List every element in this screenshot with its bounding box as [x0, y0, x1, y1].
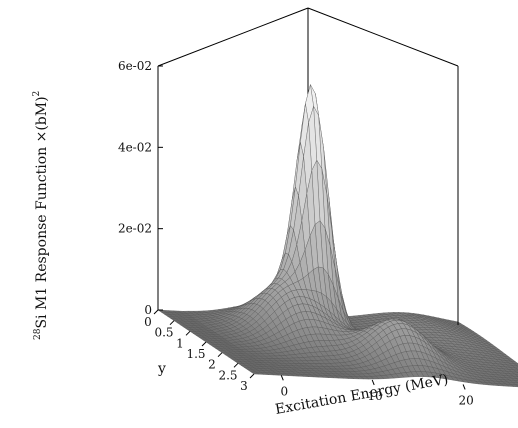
z-tick-label: 6e-02: [118, 59, 152, 73]
x-tick-mark: [462, 384, 466, 390]
z-axis-ticks: 0 2e-02 4e-02 6e-02: [118, 59, 163, 317]
y-tick-mark: [233, 362, 239, 368]
surface-mesh: [157, 84, 518, 388]
y-tick-label: 0: [144, 315, 152, 329]
z-tick-label: 2e-02: [118, 222, 152, 236]
y-tick-mark: [201, 341, 207, 347]
y-tick-mark: [153, 309, 159, 315]
x-axis-ticks: 0102030: [280, 375, 474, 407]
box-edge-back-top-right: [307, 7, 459, 67]
y-axis-ticks: 00.511.522.53: [144, 309, 255, 393]
y-tick-mark: [169, 320, 175, 326]
y-tick-mark: [217, 352, 223, 358]
y-tick-label: 2: [208, 358, 216, 372]
x-tick-mark: [371, 379, 375, 386]
y-tick-label: 0.5: [154, 326, 173, 340]
z-axis-title: 28Si M1 Response Function ×(bM)2: [32, 91, 50, 340]
x-tick-label: 0: [280, 384, 288, 398]
y-axis-title: y: [157, 361, 166, 377]
x-tick-mark: [280, 375, 284, 381]
y-tick-label: 1.5: [186, 347, 205, 361]
box-edge-back-top-left: [157, 7, 309, 67]
z-axis-title-mass: 28: [33, 328, 43, 340]
x-tick-label: 20: [458, 393, 473, 407]
x-tick-label: 10: [368, 389, 383, 403]
y-tick-mark: [185, 330, 191, 336]
z-axis-title-text: Si M1 Response Function ×(bM): [34, 96, 50, 328]
z-tick-label: 0: [144, 303, 152, 317]
y-tick-mark: [249, 373, 255, 379]
y-tick-label: 2.5: [218, 368, 237, 382]
z-axis-title-exponent: 2: [32, 91, 42, 97]
y-tick-label: 3: [240, 379, 248, 393]
y-tick-label: 1: [176, 336, 184, 350]
surface-cell: [250, 371, 260, 375]
z-tick-label: 4e-02: [118, 140, 152, 154]
